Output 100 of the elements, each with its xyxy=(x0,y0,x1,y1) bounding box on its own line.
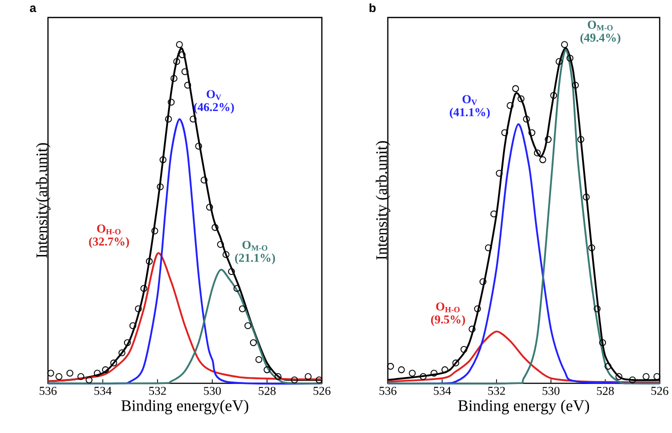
point xyxy=(173,58,180,65)
point xyxy=(561,41,568,48)
point xyxy=(181,68,188,75)
point xyxy=(506,102,514,109)
point xyxy=(518,95,524,102)
point xyxy=(250,339,257,346)
x-tick-label: 530 xyxy=(204,386,221,395)
point xyxy=(604,362,612,370)
point xyxy=(398,366,405,374)
point xyxy=(430,370,438,376)
x-tick-label: 536 xyxy=(380,386,396,395)
point xyxy=(195,142,202,150)
point xyxy=(165,116,172,122)
point xyxy=(146,258,153,265)
point xyxy=(156,183,164,190)
point xyxy=(468,326,476,332)
point xyxy=(244,322,252,330)
point xyxy=(55,372,62,380)
x-tick-label: 528 xyxy=(258,386,276,395)
point xyxy=(441,366,448,374)
point xyxy=(124,339,131,346)
point xyxy=(387,362,394,370)
point xyxy=(594,305,601,312)
x-axis-title: Binding energy(eV) xyxy=(121,400,248,414)
point xyxy=(539,156,546,164)
point xyxy=(534,149,541,156)
series-label: O$_{M-O}$ (21.1%) xyxy=(235,240,275,264)
point xyxy=(168,98,175,106)
point xyxy=(484,244,492,252)
point xyxy=(86,376,93,384)
point xyxy=(118,349,126,356)
point xyxy=(110,359,118,366)
x-tick-label: 530 xyxy=(542,386,560,395)
point xyxy=(134,305,142,312)
series-label: O$_{M-O}$ (49.4%) xyxy=(580,20,620,44)
chart-title: b xyxy=(370,3,376,12)
point xyxy=(544,136,552,143)
point xyxy=(420,372,427,380)
point xyxy=(190,116,197,122)
point xyxy=(222,251,230,258)
point xyxy=(129,322,136,330)
point xyxy=(629,376,636,384)
point xyxy=(291,376,298,384)
x-tick-label: 534 xyxy=(94,386,112,395)
x-tick-label: 532 xyxy=(149,386,166,395)
point xyxy=(577,136,584,143)
x-tick-label: 534 xyxy=(434,386,451,395)
point xyxy=(184,82,192,89)
point xyxy=(264,366,271,374)
x-axis-title: Binding energy (eV) xyxy=(458,400,590,414)
point xyxy=(47,370,54,376)
point xyxy=(556,58,563,65)
x-tick-label: 526 xyxy=(651,386,668,395)
point xyxy=(582,193,590,200)
text: O$_{H-O}$ (32.7%) xyxy=(89,224,129,248)
point xyxy=(642,372,650,380)
text: O$_{H-O}$ (9.5%) xyxy=(431,302,465,326)
point xyxy=(588,244,596,252)
x-tick-label: 532 xyxy=(488,386,505,395)
point xyxy=(474,305,481,312)
point xyxy=(599,339,606,346)
y-axis-title: Intensity(arb.unit) xyxy=(36,142,50,258)
point xyxy=(140,284,148,292)
point xyxy=(170,74,178,82)
point xyxy=(228,268,235,275)
chart-title: a xyxy=(30,5,36,12)
point xyxy=(523,116,530,122)
point xyxy=(238,305,246,312)
x-tick-label: 528 xyxy=(596,386,614,395)
point xyxy=(206,204,214,210)
point xyxy=(102,366,109,374)
point xyxy=(94,370,101,376)
point xyxy=(217,240,224,248)
x-tick-label: 536 xyxy=(40,386,57,395)
point xyxy=(528,129,536,136)
text: O$_{V}$ (41.1%) xyxy=(450,95,490,119)
point xyxy=(77,372,84,380)
point xyxy=(452,359,460,366)
point xyxy=(255,356,262,363)
point xyxy=(66,370,74,376)
point xyxy=(304,372,312,380)
point xyxy=(572,82,579,89)
point xyxy=(178,51,186,58)
point xyxy=(512,85,520,92)
point xyxy=(480,278,486,285)
point xyxy=(200,176,208,184)
point xyxy=(151,227,158,234)
point xyxy=(566,54,574,62)
point xyxy=(550,92,558,99)
y-axis-title: Intensity (arb.unit) xyxy=(376,141,390,260)
point xyxy=(160,156,166,164)
point xyxy=(615,372,622,380)
point xyxy=(460,346,468,353)
x-tick-label: 526 xyxy=(314,386,330,395)
point xyxy=(496,170,503,177)
series-label: O$_{V}$ (46.2%) xyxy=(194,90,234,114)
point xyxy=(212,224,218,231)
point xyxy=(274,372,282,380)
point xyxy=(233,284,240,292)
point xyxy=(490,210,498,218)
